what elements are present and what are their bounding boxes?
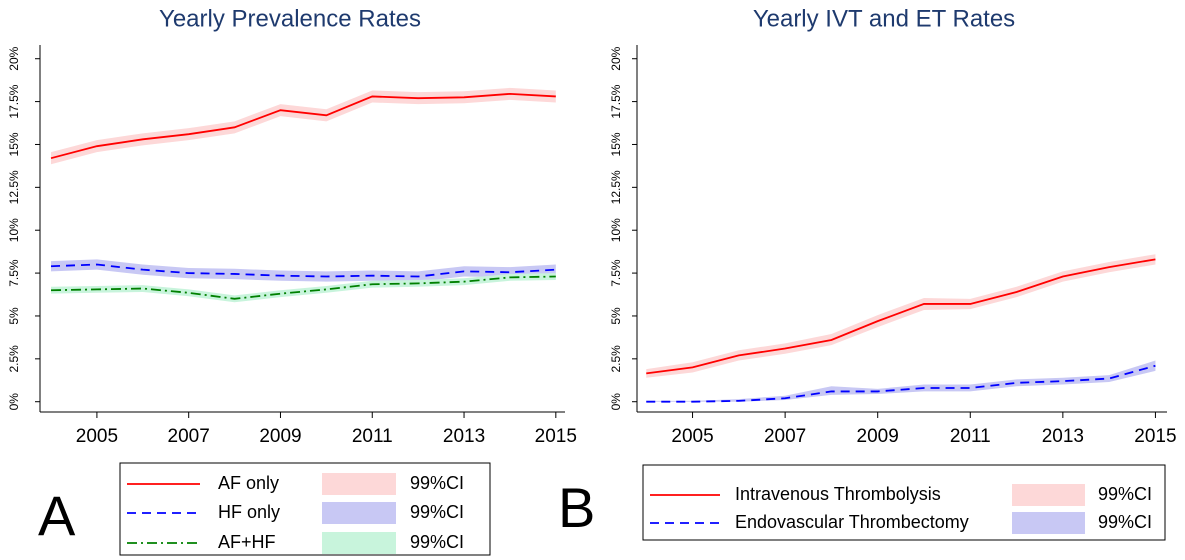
y-tick-label: 10%: [609, 218, 623, 242]
y-tick-label: 0%: [7, 393, 21, 411]
y-tick-label: 20%: [7, 46, 21, 70]
series-line: [646, 258, 1156, 375]
ci-band: [51, 87, 556, 165]
series-line: [646, 364, 1156, 403]
y-tick-label: 7.5%: [609, 259, 623, 287]
x-tick-label: 2009: [857, 426, 899, 447]
legend-swatch: [322, 502, 396, 524]
legend-label: 99%CI: [410, 532, 464, 552]
legend-swatch: [1012, 512, 1085, 534]
ci-band: [646, 254, 1156, 378]
y-tick-label: 15%: [609, 132, 623, 156]
y-tick-label: 2.5%: [7, 345, 21, 373]
y-tick-label: 5%: [609, 307, 623, 325]
y-tick-label: 5%: [7, 307, 21, 325]
panel-label: B: [558, 476, 595, 539]
legend-swatch: [322, 473, 396, 495]
series-line: [50, 275, 556, 300]
y-tick-label: 12.5%: [7, 170, 21, 204]
legend-label: 99%CI: [1098, 484, 1152, 504]
x-tick-label: 2011: [950, 426, 991, 447]
y-tick-label: 10%: [7, 218, 21, 242]
y-tick-label: 17.5%: [7, 84, 21, 118]
legend-swatch: [1012, 484, 1085, 506]
x-tick-label: 2009: [259, 426, 301, 447]
legend-label: HF only: [218, 502, 280, 522]
panel-label: A: [38, 484, 76, 547]
legend-swatch: [322, 532, 396, 554]
x-tick-label: 2011: [352, 426, 393, 447]
legend-label: AF+HF: [218, 532, 276, 552]
ci-band: [646, 360, 1156, 402]
x-tick-label: 2015: [535, 426, 577, 447]
y-tick-label: 12.5%: [609, 170, 623, 204]
y-tick-label: 20%: [609, 46, 623, 70]
series-line: [50, 92, 556, 160]
ci-band: [51, 273, 556, 303]
legend-box: [119, 462, 491, 556]
legend-label: Endovascular Thrombectomy: [735, 512, 969, 532]
legend-label: AF only: [218, 473, 279, 493]
legend-label: 99%CI: [410, 473, 464, 493]
y-tick-label: 2.5%: [609, 345, 623, 373]
chart-title: Yearly IVT and ET Rates: [753, 5, 1015, 32]
y-tick-label: 17.5%: [609, 84, 623, 118]
x-tick-label: 2013: [1042, 426, 1084, 447]
x-tick-label: 2007: [764, 426, 806, 447]
series-line: [50, 263, 556, 278]
chart-title: Yearly Prevalence Rates: [159, 5, 421, 32]
y-tick-label: 0%: [609, 393, 623, 411]
x-tick-label: 2015: [1134, 426, 1176, 447]
x-tick-label: 2005: [671, 426, 713, 447]
legend-label: 99%CI: [1098, 512, 1152, 532]
y-tick-label: 7.5%: [7, 259, 21, 287]
y-tick-label: 15%: [7, 132, 21, 156]
x-tick-label: 2013: [443, 426, 485, 447]
x-tick-label: 2005: [76, 426, 118, 447]
x-tick-label: 2007: [168, 426, 210, 447]
legend-label: Intravenous Thrombolysis: [735, 484, 941, 504]
legend-label: 99%CI: [410, 502, 464, 522]
